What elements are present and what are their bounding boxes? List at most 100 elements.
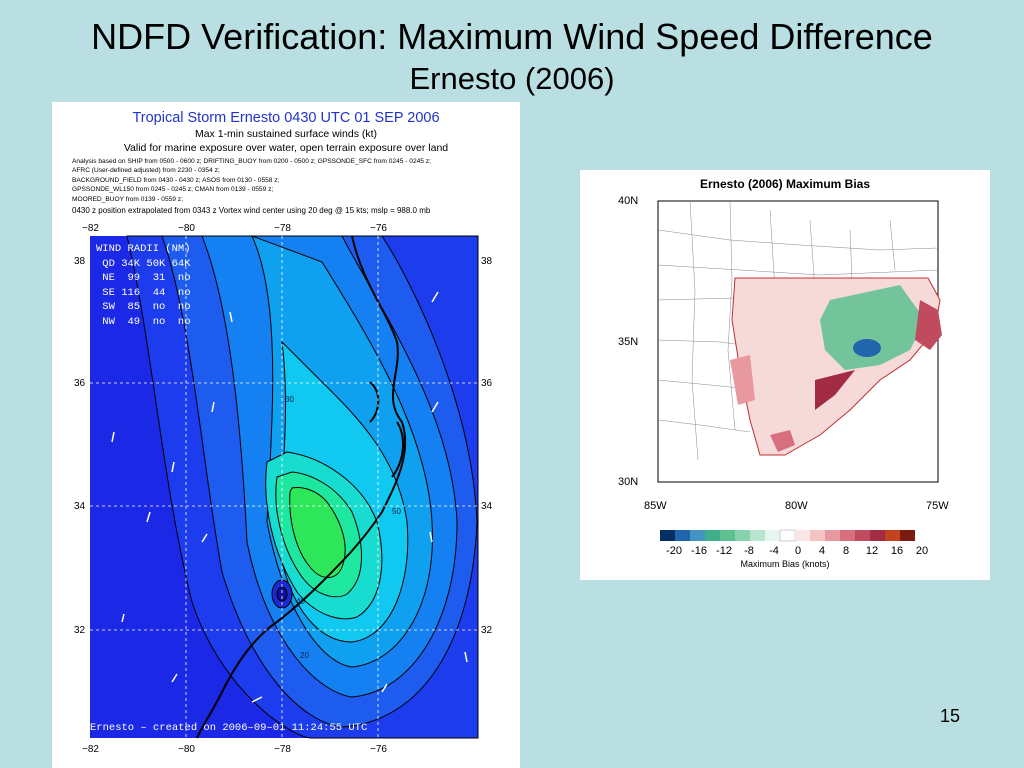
wind-barb	[146, 511, 151, 523]
lon-label: 75W	[926, 500, 949, 512]
right-bias-map-panel: Ernesto (2006) Maximum Bias 40N 35N 30N …	[580, 170, 990, 580]
boundary	[849, 229, 853, 281]
lat-label: 35N	[618, 336, 639, 348]
colorbar-swatch	[840, 530, 855, 541]
boundary	[889, 219, 896, 271]
wind-barb	[111, 431, 115, 443]
positive-bias-area	[815, 370, 855, 410]
colorbar-swatch	[690, 530, 705, 541]
positive-bias-area	[915, 300, 942, 350]
strong-negative-bias	[853, 339, 881, 357]
colorbar-label: 8	[842, 545, 850, 557]
lon-tick-label: −80	[178, 223, 195, 234]
lat-tick-label: 36	[74, 378, 86, 389]
contour-band	[289, 487, 346, 578]
coastline	[196, 235, 407, 739]
wind-radii-row: SW 85 no no	[96, 301, 191, 314]
created-stamp: Ernesto – created on 2006–09–01 11:24:55…	[90, 722, 368, 734]
colorbar-swatch	[720, 530, 735, 541]
colorbar-label: -12	[716, 545, 732, 557]
colorbar-swatch	[900, 530, 915, 541]
slide-subtitle: Ernesto (2006)	[409, 61, 615, 96]
wind-radii-row: QD 34K 50K 64K	[96, 257, 191, 270]
colorbar-title: Maximum Bias (knots)	[740, 559, 830, 569]
colorbar-label: 12	[865, 545, 879, 557]
lon-tick-label: −78	[274, 744, 291, 755]
wind-barb	[381, 683, 388, 693]
colorbar-label: 16	[890, 545, 904, 557]
colorbar-label: -8	[744, 545, 754, 557]
boundary	[657, 229, 939, 251]
analysis-line: AFRC (User-defined adjusted) from 2230 -…	[72, 167, 220, 175]
lat-tick-label: 36	[481, 378, 493, 389]
slide-title: NDFD Verification: Maximum Wind Speed Di…	[91, 16, 933, 57]
lon-tick-label: −82	[82, 223, 99, 234]
wind-barb	[201, 533, 208, 543]
lat-tick-label: 38	[74, 256, 86, 267]
colorbar-swatch	[660, 530, 675, 541]
contour-labels: 30 20 40 50 10	[285, 395, 401, 660]
left-map-subtitle-2: Valid for marine exposure over water, op…	[123, 142, 449, 154]
negative-bias-area	[820, 285, 925, 370]
lat-tick-label: 32	[481, 625, 493, 636]
lon-tick-label: −76	[370, 744, 387, 755]
lat-tick-label: 32	[74, 625, 86, 636]
lat-tick-label: 38	[481, 256, 493, 267]
lon-label: 85W	[644, 500, 667, 512]
lon-tick-label: −78	[274, 223, 291, 234]
wind-barb	[171, 673, 178, 683]
colorbar-swatch	[810, 530, 825, 541]
left-map-subtitle-1: Max 1-min sustained surface winds (kt)	[194, 128, 378, 140]
wind-barb	[121, 613, 125, 623]
wind-radii-table: WIND RADII (NM) QD 34K 50K 64K NE 99 31 …	[96, 242, 191, 330]
bias-map-title: Ernesto (2006) Maximum Bias	[699, 177, 871, 191]
wind-barb	[429, 531, 433, 543]
lon-tick-label: −82	[82, 744, 99, 755]
left-wind-map-panel: Tropical Storm Ernesto 0430 UTC 01 SEP 2…	[52, 102, 520, 768]
colorbar	[660, 529, 915, 542]
colorbar-label: -16	[691, 545, 707, 557]
lon-tick-label: −76	[370, 223, 387, 234]
analysis-line: BACKGROUND_FIELD from 0430 - 0430 z; ASO…	[72, 176, 280, 184]
wind-radii-row: NW 49 no no	[96, 315, 191, 328]
wind-barb	[431, 291, 439, 303]
lon-tick-label: −80	[178, 744, 195, 755]
page-number: 15	[939, 706, 961, 726]
positive-bias-area	[730, 355, 755, 405]
left-map-title: Tropical Storm Ernesto 0430 UTC 01 SEP 2…	[132, 110, 440, 126]
colorbar-swatch	[870, 530, 885, 541]
wind-contour-map: −82 −80 −78 −76 38 36 34 32 38 36 34 32	[74, 223, 493, 755]
lon-label: 80W	[785, 500, 808, 512]
wind-barb	[464, 651, 468, 663]
colorbar-swatch	[795, 530, 810, 541]
position-note: 0430 z position extrapolated from 0343 z…	[72, 206, 431, 215]
contour-label: 20	[300, 651, 309, 660]
wind-barb	[431, 401, 439, 413]
wind-speed-contours	[126, 235, 479, 739]
wind-barb	[251, 696, 263, 703]
lat-label: 30N	[618, 476, 639, 488]
graticule	[90, 236, 478, 738]
wind-barb	[211, 401, 215, 413]
wind-barb	[171, 461, 175, 473]
boundary	[657, 419, 751, 433]
colorbar-label: 0	[794, 545, 802, 557]
lat-tick-label: 34	[481, 501, 493, 512]
colorbar-swatch	[675, 530, 690, 541]
colorbar-label: -20	[666, 545, 682, 557]
boundary	[727, 200, 736, 431]
colorbar-label: -4	[769, 545, 779, 557]
wind-radii-row: SE 116 44 no	[96, 286, 191, 299]
colorbar-swatch	[735, 530, 750, 541]
colorbar-swatch	[825, 530, 840, 541]
boundary	[657, 264, 939, 276]
contour-label: 50	[392, 507, 401, 516]
analysis-line: Analysis based on SHIP from 0500 - 0600 …	[72, 158, 431, 165]
colorbar-swatch	[705, 530, 720, 541]
wind-radii-row: WIND RADII (NM)	[96, 243, 191, 255]
contour-label: 30	[285, 395, 294, 404]
coastline-detail	[369, 381, 404, 478]
boundary	[689, 200, 699, 461]
colorbar-swatch	[750, 530, 765, 541]
wind-barbs	[111, 291, 468, 703]
